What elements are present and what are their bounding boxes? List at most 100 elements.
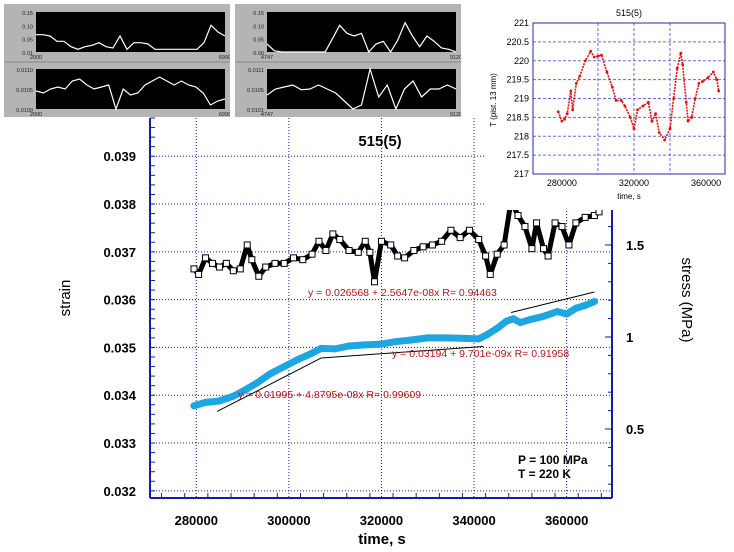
y-tick-label: 0.032 [103, 484, 136, 499]
y-tick-label: 0.033 [103, 436, 136, 451]
y-tick-label: 0.038 [103, 197, 136, 212]
strain-point [202, 398, 210, 406]
strain-point [553, 308, 561, 316]
strain-point [461, 334, 469, 342]
inset-y-tick-label: 219 [514, 94, 529, 104]
inset-grid [533, 23, 725, 174]
stress-point [315, 237, 323, 245]
chart-title: 515(5) [358, 133, 401, 150]
series [190, 197, 603, 410]
inset-x-tick-label: 320000 [619, 178, 649, 188]
inset-series-line [557, 49, 720, 142]
fit-lines: y = 0.01995 + 4.8795e-08x R= 0.99609 y = … [216, 287, 595, 412]
stress-point [280, 259, 288, 267]
stress-point [565, 241, 573, 249]
x-tick-label: 360000 [545, 513, 588, 528]
thumbnail-x-tick-label: 2000 [30, 112, 42, 117]
y2-tick-label: 1.5 [626, 238, 644, 253]
stress-point [493, 250, 501, 258]
stress-point [447, 226, 455, 234]
fit-line [510, 291, 595, 314]
strain-point [590, 298, 598, 306]
thumbnail-y-tick-label: 0.0100 [16, 108, 33, 114]
thumbnail-x-tick-label: 9120 [450, 55, 461, 61]
thumbnail-plot-area [36, 69, 225, 109]
stress-point [202, 254, 210, 262]
inset-x-label: time, s [617, 192, 641, 201]
thumbnail-y-tick-label: 0.0101 [247, 108, 264, 114]
thumbnail-y-tick-label: 0.0105 [247, 88, 264, 94]
stress-point [539, 245, 547, 253]
strain-point [345, 342, 353, 350]
strain-point [475, 335, 483, 343]
stress-point [514, 212, 522, 220]
strain-point [526, 316, 534, 324]
annotation-temperature: T = 220 K [518, 467, 571, 481]
x-axis-label: time, s [358, 531, 406, 548]
x-tick-label: 340000 [452, 513, 495, 528]
inset-point [717, 89, 721, 93]
thumbnail-x-tick-label: 4747 [261, 55, 273, 61]
y2-tick-label: 0.5 [626, 422, 644, 437]
stress-point [195, 270, 203, 278]
stress-point [243, 241, 251, 249]
strain-point [266, 370, 274, 378]
thumbnail-trace [266, 66, 457, 111]
stress-point [262, 263, 270, 271]
stress-point [486, 270, 494, 278]
stress-point [354, 248, 362, 256]
strain-point [215, 397, 223, 405]
strain-point [509, 315, 517, 323]
x-tick-label: 280000 [175, 513, 218, 528]
fit-equation-label: y = 0.03194 + 9.701e-09x R= 0.91958 [392, 348, 569, 360]
x-tick-label: 320000 [360, 513, 403, 528]
thumbnail-x-tick-label: 4747 [261, 112, 273, 117]
thumbnail-y-tick-label: 0.15 [253, 11, 264, 17]
strain-point [581, 301, 589, 309]
y2-tick-label: 1 [626, 330, 633, 345]
strain-point [190, 402, 198, 410]
stress-point [222, 259, 230, 267]
strain-point [252, 379, 260, 387]
fit-equation-label: y = 0.01995 + 4.8795e-08x R= 0.99609 [238, 389, 421, 401]
thumbnail-y-tick-label: 0.10 [253, 24, 264, 30]
inset-y-tick-label: 220.5 [506, 37, 529, 47]
stress-point [533, 219, 541, 227]
thumbnail-y-tick-label: 0.00 [253, 51, 264, 57]
inset-frame [532, 22, 726, 175]
stress-point [438, 237, 446, 245]
y-tick-label: 0.037 [103, 245, 136, 260]
stress-point [215, 263, 223, 271]
strain-point [229, 392, 237, 400]
inset-y-tick-label: 221 [514, 18, 529, 28]
thumbnail-y-tick-label: 0.0105 [16, 88, 33, 94]
inset-axes: 280000 320000 360000 217 217.5 218 218.5 219 219… [506, 18, 726, 188]
stress-point [371, 278, 379, 286]
strain-point [317, 344, 325, 352]
strain-point [482, 331, 490, 339]
thumbnail-y-tick-label: 0.0111 [248, 68, 264, 74]
stress-point [428, 241, 436, 249]
stress-point [387, 241, 395, 249]
strain-point [563, 310, 571, 318]
stress-point [345, 246, 353, 254]
stress-point [377, 237, 385, 245]
x-tick-label: 300000 [267, 513, 310, 528]
axes: 280000 300000 320000 340000 360000 0.032 0.033… [103, 117, 644, 528]
thumbnail-trace [266, 21, 457, 54]
thumbnail-x-tick-label: 9120 [450, 112, 461, 117]
thumbnail-trace [35, 76, 226, 111]
fit-line [216, 357, 322, 412]
strain-point [405, 336, 413, 344]
stress-point [528, 245, 536, 253]
y-tick-label: 0.035 [103, 340, 136, 355]
strain-point [502, 317, 510, 325]
stress-point [299, 256, 307, 264]
stress-point [581, 213, 589, 221]
inset-y-label: T (pist. 13 mm) [489, 73, 498, 127]
strain-point [572, 304, 580, 312]
strain-point [424, 334, 432, 342]
stress-point [190, 265, 198, 273]
